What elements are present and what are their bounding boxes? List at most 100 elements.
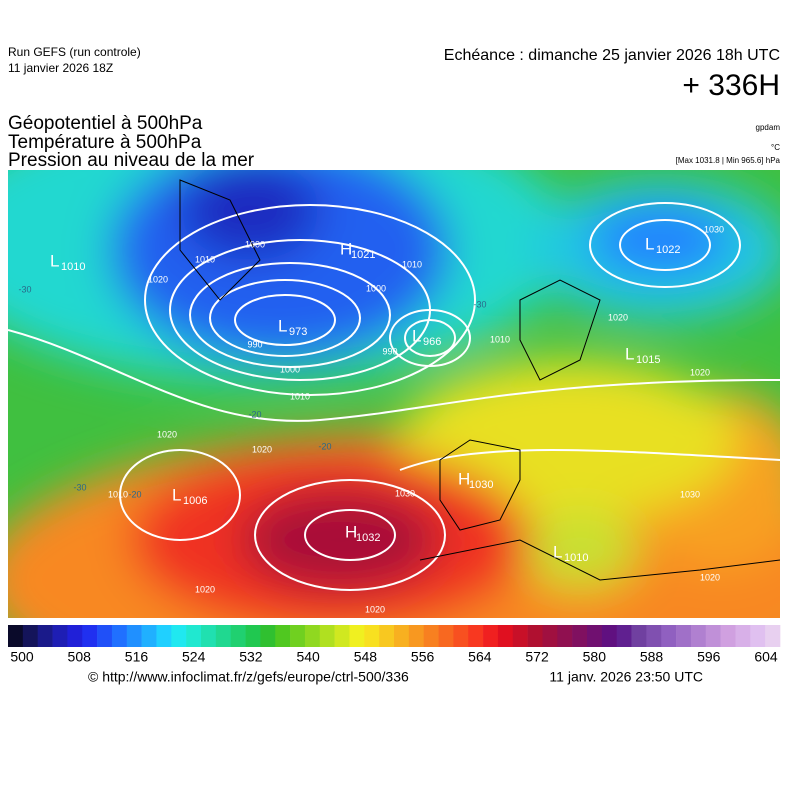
center-letter: H bbox=[458, 469, 470, 488]
colorbar-label: 524 bbox=[182, 649, 206, 665]
color-cell bbox=[557, 625, 573, 647]
isobar-label: 1020 bbox=[195, 584, 215, 594]
color-cell bbox=[97, 625, 113, 647]
colorbar-label: 548 bbox=[354, 649, 378, 665]
color-cell bbox=[750, 625, 766, 647]
isobar-label: 1020 bbox=[700, 572, 720, 582]
isobar-label: 1030 bbox=[395, 488, 415, 498]
center-letter: L bbox=[172, 485, 181, 504]
color-cell bbox=[438, 625, 454, 647]
isobar-label: 1020 bbox=[608, 312, 628, 322]
lead-time: + 336H bbox=[682, 69, 780, 102]
color-cell bbox=[394, 625, 410, 647]
title: Pression au niveau de la mer bbox=[8, 150, 255, 171]
color-cell bbox=[319, 625, 335, 647]
color-cell bbox=[631, 625, 647, 647]
isobar-label: 1030 bbox=[704, 224, 724, 234]
color-cell bbox=[497, 625, 514, 647]
colorbar-label: 564 bbox=[468, 649, 492, 665]
center-pressure: 1015 bbox=[636, 354, 660, 366]
color-cell bbox=[304, 625, 321, 647]
colorbar-label: 588 bbox=[640, 649, 664, 665]
color-cell bbox=[141, 625, 157, 647]
isobar-label: 1010 bbox=[195, 254, 215, 264]
color-cell bbox=[587, 625, 603, 647]
color-cell bbox=[453, 625, 469, 647]
color-cell bbox=[186, 625, 202, 647]
center-pressure: 1006 bbox=[183, 495, 207, 507]
isobar-label: 1020 bbox=[365, 604, 385, 614]
color-cell bbox=[260, 625, 276, 647]
unit: °C bbox=[771, 143, 780, 152]
colorbar-label: 596 bbox=[697, 649, 721, 665]
color-cell bbox=[483, 625, 499, 647]
colorbar-label: 604 bbox=[754, 649, 778, 665]
unit: gpdam bbox=[756, 123, 781, 132]
isobar-label: 1000 bbox=[366, 283, 386, 293]
isobar-label: 1010 bbox=[290, 391, 310, 401]
color-cell bbox=[735, 625, 751, 647]
color-cell bbox=[468, 625, 484, 647]
center-pressure: 1030 bbox=[469, 479, 493, 491]
colorbar-label: 500 bbox=[10, 649, 34, 665]
source-url: © http://www.infoclimat.fr/z/gefs/europe… bbox=[88, 669, 409, 685]
color-cell bbox=[423, 625, 439, 647]
isotherm-label: -30 bbox=[18, 284, 31, 294]
isobar-label: 1020 bbox=[157, 429, 177, 439]
isobar-label: 990 bbox=[247, 339, 262, 349]
color-cell bbox=[334, 625, 350, 647]
color-cell bbox=[156, 625, 172, 647]
isobar-label: 990 bbox=[382, 346, 397, 356]
color-cell bbox=[8, 625, 24, 647]
color-cell bbox=[661, 625, 677, 647]
forecast-time: Echéance : dimanche 25 janvier 2026 18h … bbox=[444, 47, 780, 64]
color-cell bbox=[67, 625, 83, 647]
center-letter: L bbox=[278, 316, 287, 335]
isotherm-label: -30 bbox=[473, 299, 486, 309]
color-cell bbox=[364, 625, 380, 647]
coastlines bbox=[179, 179, 780, 581]
color-cell bbox=[349, 625, 365, 647]
isobar-label: 1020 bbox=[148, 274, 168, 284]
color-cell bbox=[408, 625, 424, 647]
color-cell bbox=[676, 625, 692, 647]
center-letter: L bbox=[625, 344, 634, 363]
run-name: Run GEFS (run controle) bbox=[8, 45, 141, 59]
center-letter: L bbox=[645, 234, 654, 253]
isobar-label: 1020 bbox=[690, 367, 710, 377]
color-cell bbox=[572, 625, 588, 647]
center-pressure: 966 bbox=[423, 336, 441, 348]
color-cell bbox=[52, 625, 68, 647]
color-cell bbox=[22, 625, 38, 647]
isobar-label: 1020 bbox=[252, 444, 272, 454]
isobar-label: 1000 bbox=[280, 364, 300, 374]
color-cell bbox=[512, 625, 528, 647]
isobar-label: 1010 bbox=[490, 334, 510, 344]
color-cell bbox=[690, 625, 707, 647]
center-letter: L bbox=[50, 251, 59, 270]
isobar-label: 1030 bbox=[680, 489, 700, 499]
color-cell bbox=[616, 625, 632, 647]
isotherm-label: -30 bbox=[73, 482, 86, 492]
color-cell bbox=[171, 625, 187, 647]
isobar-label: 1010 bbox=[108, 489, 128, 499]
isotherm-label: -20 bbox=[128, 489, 141, 499]
center-letter: L bbox=[553, 542, 562, 561]
isobar-label: 1010 bbox=[402, 259, 422, 269]
color-cell bbox=[705, 625, 721, 647]
color-cell bbox=[646, 625, 662, 647]
center-pressure: 1021 bbox=[351, 249, 375, 261]
color-cell bbox=[275, 625, 291, 647]
unit: [Max 1031.8 | Min 965.6] hPa bbox=[676, 156, 781, 165]
color-cell bbox=[111, 625, 128, 647]
colorbar: 500 508 516 524 532 540 548 556 564 572 580 588 596 6… bbox=[8, 625, 781, 665]
colorbar-label: 532 bbox=[239, 649, 263, 665]
run-date: 11 janvier 2026 18Z bbox=[8, 61, 113, 75]
colorbar-label: 508 bbox=[68, 649, 92, 665]
isotherm-label: -20 bbox=[318, 441, 331, 451]
center-letter: H bbox=[345, 522, 357, 541]
title: Géopotentiel à 500hPa bbox=[8, 113, 203, 134]
colorbar-label: 572 bbox=[525, 649, 549, 665]
color-cell bbox=[379, 625, 395, 647]
